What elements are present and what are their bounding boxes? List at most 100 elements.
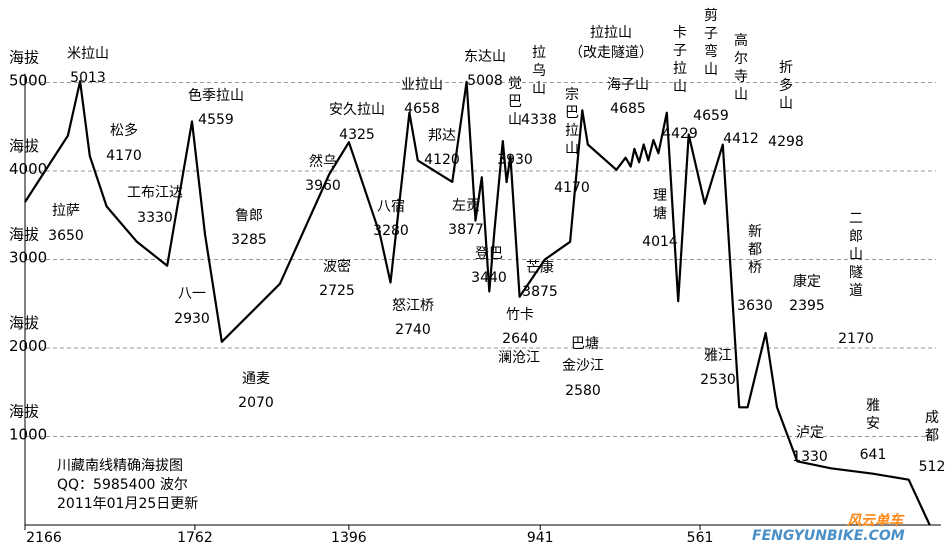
x-tick-label-941: 941: [527, 530, 554, 546]
info-line-1: QQ：5985400 波尔: [57, 477, 188, 493]
place-3-name: 工布江达: [127, 185, 183, 201]
y-unit-label-2000: 海拔: [9, 314, 39, 332]
place-9-elevation: 3960: [305, 178, 341, 194]
place-14-elevation: 4120: [424, 152, 460, 168]
place-12-elevation: 2740: [395, 322, 431, 338]
place-19-name: 竹卡: [506, 307, 534, 323]
place-10-elevation: 4325: [339, 127, 375, 143]
place-11-name: 八宿: [377, 198, 405, 215]
place-17-name: 登巴: [475, 246, 503, 262]
watermark-text: 风云单车: [847, 512, 905, 529]
place-10-name: 安久拉山: [329, 102, 385, 118]
place-4-name: 八一: [178, 286, 206, 302]
place-39-name: 雅安: [866, 398, 880, 432]
y-tick-label-1000: 1000: [9, 426, 47, 444]
place-3-elevation: 3330: [137, 210, 173, 226]
y-tick-label-3000: 3000: [9, 249, 47, 267]
place-28-name: 海子山: [607, 77, 649, 93]
place-0-name: 米拉山: [67, 46, 109, 62]
place-8-name: 波密: [323, 258, 351, 275]
place-1-name: 拉萨: [52, 203, 80, 219]
place-6-name: 鲁郎: [235, 208, 263, 224]
info-line-0: 川藏南线精确海拔图: [57, 458, 183, 474]
place-37-name: 二郎山隧道: [849, 211, 863, 299]
place-33-elevation: 2530: [700, 372, 736, 388]
x-tick-label-561: 561: [687, 530, 714, 546]
place-22-name: 芒康: [526, 259, 554, 276]
place-26-name: 拉拉山: [590, 25, 632, 41]
watermark-url: FENGYUNBIKE.COM: [752, 528, 905, 544]
place-33-name: 雅江: [704, 348, 732, 364]
x-tick-label-1396: 1396: [331, 530, 367, 546]
place-36-name: 康定: [793, 273, 821, 290]
place-28-elevation: 4685: [610, 101, 646, 117]
place-13-name: 业拉山: [401, 77, 443, 93]
place-2-name: 松多: [110, 122, 138, 139]
y-tick-label-4000: 4000: [9, 160, 47, 178]
place-31-name: 剪子弯山: [704, 8, 718, 78]
place-34-name: 新都桥: [748, 224, 762, 276]
place-36-elevation: 2395: [789, 298, 825, 314]
y-unit-label-1000: 海拔: [9, 403, 39, 421]
place-40-name: 成都: [925, 410, 939, 444]
place-0-elevation: 5013: [70, 70, 106, 86]
place-29-name: 理塘: [653, 188, 667, 222]
y-unit-label-4000: 海拔: [9, 137, 39, 155]
place-25-name: 金沙江: [562, 358, 604, 374]
place-25-elevation: 2580: [565, 383, 601, 399]
place-18-elevation: 3930: [497, 152, 533, 168]
place-23-elevation: 4170: [554, 180, 590, 196]
place-12-name: 怒江桥: [392, 298, 434, 314]
place-35-elevation: 4298: [768, 134, 804, 150]
place-1-elevation: 3650: [48, 228, 84, 244]
place-22-elevation: 3875: [522, 284, 558, 300]
place-32-name: 高尔寺山: [734, 32, 748, 103]
place-31-elevation: 4659: [693, 108, 729, 124]
place-35-name: 折多山: [779, 60, 793, 112]
place-6-elevation: 3285: [231, 232, 267, 248]
place-5-name: 色季拉山: [188, 87, 244, 104]
place-7-name: 通麦: [242, 371, 270, 387]
x-tick-label-1762: 1762: [177, 530, 213, 546]
place-7-elevation: 2070: [238, 395, 274, 411]
place-2-elevation: 4170: [106, 148, 142, 164]
place-21-name: 拉乌山: [532, 45, 546, 97]
place-29-elevation: 4014: [642, 234, 678, 250]
y-unit-label-5000: 海拔: [9, 49, 39, 67]
place-11-elevation: 3280: [373, 223, 409, 239]
place-39-elevation: 641: [860, 447, 887, 463]
place-27-name: （改走隧道）: [569, 45, 653, 61]
place-21-elevation: 4338: [521, 112, 557, 128]
place-38-elevation: 1330: [792, 449, 828, 465]
x-tick-label-2166: 2166: [26, 530, 62, 546]
y-tick-label-5000: 5000: [9, 72, 47, 90]
place-37-elevation: 2170: [838, 331, 874, 347]
place-16-elevation: 5008: [467, 73, 503, 89]
place-32-elevation: 4412: [723, 131, 759, 147]
place-15-name: 左贡: [452, 198, 480, 214]
y-tick-label-2000: 2000: [9, 337, 47, 355]
place-40-elevation: 512: [919, 459, 946, 475]
place-34-elevation: 3630: [737, 298, 773, 314]
info-line-2: 2011年01月25日更新: [57, 496, 198, 512]
place-13-elevation: 4658: [404, 101, 440, 117]
place-8-elevation: 2725: [319, 283, 355, 299]
place-4-elevation: 2930: [174, 311, 210, 327]
elevation-profile-line: [24, 80, 931, 526]
place-16-name: 东达山: [464, 49, 506, 65]
place-23-name: 宗巴拉山: [565, 87, 579, 157]
place-14-name: 邦达: [428, 128, 456, 144]
place-30-elevation: 4429: [662, 126, 698, 142]
place-30-name: 卡子拉山: [673, 25, 687, 95]
place-19-elevation: 2640: [502, 331, 538, 347]
place-15-elevation: 3877: [448, 222, 484, 238]
y-unit-label-3000: 海拔: [9, 226, 39, 244]
place-9-name: 然乌: [309, 153, 337, 170]
place-38-name: 泸定: [796, 425, 824, 441]
place-17-elevation: 3440: [471, 270, 507, 286]
place-5-elevation: 4559: [198, 112, 234, 128]
place-18-name: 觉巴山: [508, 76, 522, 128]
place-24-name: 巴塘: [571, 336, 599, 352]
